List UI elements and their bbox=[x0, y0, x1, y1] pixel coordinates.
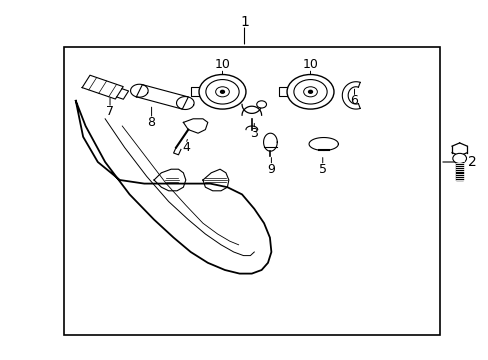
Circle shape bbox=[293, 80, 326, 104]
Bar bbox=[455, 160, 462, 180]
Text: 9: 9 bbox=[267, 163, 275, 176]
Text: 4: 4 bbox=[182, 141, 189, 154]
Text: 2: 2 bbox=[467, 155, 475, 169]
Text: 7: 7 bbox=[106, 105, 114, 118]
Circle shape bbox=[199, 75, 245, 109]
Circle shape bbox=[220, 90, 224, 93]
Text: 3: 3 bbox=[250, 127, 258, 140]
Circle shape bbox=[256, 101, 266, 108]
Text: 6: 6 bbox=[350, 94, 358, 107]
Circle shape bbox=[308, 90, 312, 93]
Circle shape bbox=[286, 75, 333, 109]
Circle shape bbox=[303, 87, 317, 97]
Text: 5: 5 bbox=[318, 163, 326, 176]
Text: 8: 8 bbox=[147, 116, 155, 129]
Text: 10: 10 bbox=[302, 58, 318, 71]
Circle shape bbox=[452, 153, 466, 163]
Circle shape bbox=[215, 87, 229, 97]
Text: 10: 10 bbox=[214, 58, 230, 71]
Circle shape bbox=[205, 80, 239, 104]
Text: 1: 1 bbox=[240, 15, 248, 28]
Bar bbox=[63, 47, 439, 335]
